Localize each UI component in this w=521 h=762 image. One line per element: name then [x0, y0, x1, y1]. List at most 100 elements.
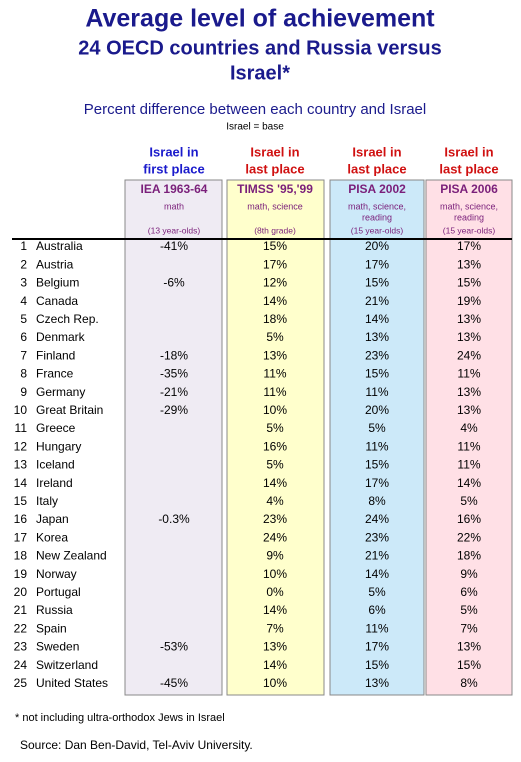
- source: Source: Dan Ben-David, Tel-Aviv Universi…: [20, 738, 253, 752]
- country: Portugal: [36, 585, 81, 599]
- country: Spain: [36, 621, 67, 635]
- cell-value: 21%: [365, 294, 389, 308]
- group-header: last place: [347, 161, 406, 176]
- country: Great Britain: [36, 403, 103, 417]
- cell-value: 20%: [365, 239, 389, 253]
- cell-value: 6%: [368, 603, 386, 617]
- cell-value: 14%: [365, 567, 389, 581]
- group-header: Israel in: [352, 144, 401, 159]
- footnote: * not including ultra-orthodox Jews in I…: [15, 712, 225, 724]
- row-number: 19: [14, 567, 28, 581]
- country: Russia: [36, 603, 73, 617]
- cell-value: 13%: [263, 640, 287, 654]
- cell-value: 13%: [365, 330, 389, 344]
- country: Norway: [36, 567, 77, 581]
- cell-value: 14%: [263, 476, 287, 490]
- country: Korea: [36, 530, 68, 544]
- row-number: 10: [14, 403, 28, 417]
- column-ages: (15 year-olds): [443, 225, 496, 235]
- cell-value: -29%: [160, 403, 188, 417]
- column-subject: math: [164, 201, 184, 211]
- column-ages: (13 year-olds): [148, 225, 201, 235]
- row-number: 8: [20, 367, 27, 381]
- cell-value: 11%: [365, 621, 388, 635]
- country: Japan: [36, 512, 69, 526]
- cell-value: 5%: [460, 603, 478, 617]
- column-ages: (8th grade): [254, 225, 296, 235]
- country: Australia: [36, 239, 83, 253]
- cell-value: 7%: [460, 621, 478, 635]
- cell-value: 17%: [365, 257, 389, 271]
- column-bg: [425, 179, 513, 696]
- column-title: PISA 2006: [440, 182, 498, 196]
- cell-value: 11%: [457, 439, 480, 453]
- title: 24 OECD countries and Russia versus: [78, 37, 441, 59]
- group-header: first place: [143, 161, 204, 176]
- cell-value: -35%: [160, 367, 188, 381]
- cell-value: 9%: [266, 549, 284, 563]
- country: Sweden: [36, 640, 79, 654]
- row-number: 6: [20, 330, 27, 344]
- column-subject: math, science,: [348, 201, 406, 211]
- country: France: [36, 367, 74, 381]
- row-number: 17: [14, 530, 28, 544]
- cell-value: 11%: [263, 385, 286, 399]
- row-number: 5: [20, 312, 27, 326]
- country: Belgium: [36, 276, 79, 290]
- cell-value: 20%: [365, 403, 389, 417]
- column-bg: [329, 179, 425, 696]
- cell-value: 17%: [365, 640, 389, 654]
- country: Canada: [36, 294, 78, 308]
- group-header: Israel in: [149, 144, 198, 159]
- cell-value: 5%: [266, 458, 284, 472]
- cell-value: 17%: [365, 476, 389, 490]
- country: Finland: [36, 348, 75, 362]
- cell-value: 18%: [263, 312, 287, 326]
- country: Czech Rep.: [36, 312, 99, 326]
- cell-value: -45%: [160, 676, 188, 690]
- row-number: 13: [14, 458, 28, 472]
- cell-value: 24%: [457, 348, 481, 362]
- cell-value: 5%: [266, 421, 284, 435]
- cell-value: 13%: [457, 403, 481, 417]
- cell-value: 18%: [457, 549, 481, 563]
- cell-value: 13%: [263, 348, 287, 362]
- cell-value: 19%: [457, 294, 481, 308]
- country: Switzerland: [36, 658, 98, 672]
- column-subject: reading: [454, 212, 484, 222]
- column-subject: reading: [362, 212, 392, 222]
- column-title: IEA 1963-64: [141, 182, 208, 196]
- country: Ireland: [36, 476, 73, 490]
- column-bg: [124, 179, 223, 696]
- cell-value: 17%: [263, 257, 287, 271]
- cell-value: 11%: [365, 439, 388, 453]
- cell-value: 6%: [460, 585, 478, 599]
- row-number: 1: [20, 239, 27, 253]
- cell-value: 5%: [368, 585, 386, 599]
- cell-value: 16%: [263, 439, 287, 453]
- row-number: 15: [14, 494, 28, 508]
- cell-value: 10%: [263, 567, 287, 581]
- cell-value: 15%: [365, 658, 389, 672]
- cell-value: -6%: [163, 276, 185, 290]
- cell-value: 13%: [365, 676, 389, 690]
- cell-value: 11%: [457, 367, 480, 381]
- cell-value: 12%: [263, 276, 287, 290]
- cell-value: 11%: [365, 385, 388, 399]
- cell-value: 15%: [365, 458, 389, 472]
- cell-value: 13%: [457, 330, 481, 344]
- column-subject: math, science,: [440, 201, 498, 211]
- subtitle: Percent difference between each country …: [84, 101, 426, 118]
- cell-value: 14%: [263, 658, 287, 672]
- cell-value: 15%: [457, 276, 481, 290]
- cell-value: 16%: [457, 512, 481, 526]
- cell-value: 15%: [457, 658, 481, 672]
- cell-value: 11%: [457, 458, 480, 472]
- cell-value: 15%: [365, 276, 389, 290]
- cell-value: 22%: [457, 530, 481, 544]
- cell-value: 15%: [365, 367, 389, 381]
- group-header: Israel in: [444, 144, 493, 159]
- row-number: 21: [14, 603, 28, 617]
- row-number: 11: [15, 421, 28, 435]
